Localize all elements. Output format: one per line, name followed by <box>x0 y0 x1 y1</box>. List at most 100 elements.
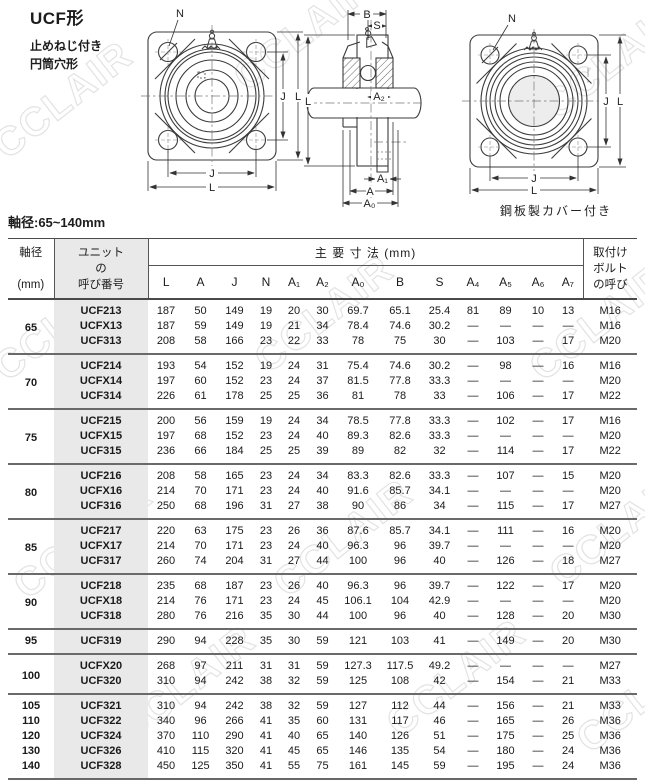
dim-value-cell: 17 <box>553 573 584 594</box>
dim-value-cell: — <box>532 675 544 687</box>
dim-value-cell: 127 <box>337 693 379 714</box>
dim-value-cell: 37 <box>316 375 329 387</box>
dim-value-cell: 159 <box>217 408 252 429</box>
dim-value-cell: 94 <box>184 628 217 654</box>
dim-value-cell: 21 <box>561 675 575 687</box>
dim-value-cell: 26 <box>561 715 575 727</box>
dim-value-cell: — <box>523 693 553 714</box>
dim-value-cell: 77.8 <box>389 375 411 387</box>
dim-value-cell: 26 <box>280 573 308 594</box>
dim-value-cell: — <box>532 595 544 607</box>
dim-value-cell: — <box>467 485 479 497</box>
dim-value-cell: 10 <box>523 298 553 319</box>
dim-col-L: L <box>148 265 184 300</box>
unit-number-cell: UCFX15 <box>54 429 148 444</box>
dim-value-cell: 56 <box>184 408 217 429</box>
dim-value-cell: 290 <box>148 628 184 654</box>
unit-number-cell: UCFX14 <box>54 374 148 389</box>
table-row: 110 UCF322 340 96 266 41 35 60 131 117 46 — 165 — 26 M3… <box>8 714 637 729</box>
unit-number-cell: UCF324 <box>54 729 148 744</box>
dim-value-cell: 59 <box>433 760 446 772</box>
dim-value-cell: 97 <box>184 653 217 674</box>
dim-value-cell: 21 <box>553 693 584 714</box>
dim-label-a2: A₂ <box>373 91 385 103</box>
dim-value-cell: — <box>562 320 574 332</box>
dim-value-cell: 55 <box>287 760 301 772</box>
dim-value-cell: 20 <box>280 298 308 319</box>
shaft-size-cell: 65 <box>8 298 54 354</box>
bolt-size-cell: M30 <box>599 610 621 622</box>
dim-label-l-cover-bottom: L <box>531 185 537 197</box>
dim-value-cell: 23 <box>252 463 280 484</box>
dim-value-cell: 171 <box>225 485 244 497</box>
dim-value-cell: — <box>467 320 479 332</box>
dim-value-cell: — <box>467 715 479 727</box>
dim-value-cell: 16 <box>553 353 584 374</box>
dim-value-cell: 214 <box>156 485 176 497</box>
dim-value-cell: — <box>532 390 544 402</box>
dim-col-A₇: A₇ <box>553 265 584 300</box>
dim-value-cell: 81 <box>458 298 488 319</box>
dim-value-cell: 32 <box>433 445 446 457</box>
dim-value-cell: 44 <box>421 693 458 714</box>
dim-value-cell: 33.3 <box>428 430 451 442</box>
dim-col-S: S <box>421 265 458 300</box>
dim-value-cell: 242 <box>225 675 244 687</box>
dim-value-cell: 216 <box>225 610 244 622</box>
dim-label-n: N <box>176 8 184 20</box>
dim-value-cell: — <box>467 540 479 552</box>
dim-label-j-cover-bottom: J <box>531 173 537 185</box>
dim-value-cell: — <box>467 555 479 567</box>
dim-value-cell: — <box>532 540 544 552</box>
bolt-size-cell: M30 <box>583 628 638 654</box>
dim-value-cell: 340 <box>156 715 176 727</box>
dim-col-N: N <box>252 265 280 300</box>
dim-value-cell: 78 <box>393 390 407 402</box>
shaft-size-cell: 110 <box>22 715 40 727</box>
dim-value-cell: 91.6 <box>347 485 369 497</box>
dim-label-b: B <box>363 9 370 21</box>
dim-value-cell: 96 <box>393 610 407 622</box>
dim-value-cell: 59 <box>316 675 329 687</box>
dim-value-cell: 34 <box>308 408 337 429</box>
dim-value-cell: 19 <box>259 320 273 332</box>
dim-col-A₆: A₆ <box>523 265 553 300</box>
dim-value-cell: 107 <box>488 463 523 484</box>
dim-value-cell: 85.7 <box>389 485 411 497</box>
dim-value-cell: 117 <box>391 715 409 727</box>
dim-value-cell: 25 <box>287 390 301 402</box>
dim-value-cell: 35 <box>287 715 301 727</box>
dim-value-cell: 38 <box>316 500 329 512</box>
unit-number-cell: UCFX18 <box>54 594 148 609</box>
table-row: UCFX15 197 68 152 23 24 40 89.3 82.6 33.3 — — — — M20 <box>8 429 637 444</box>
dim-value-cell: 126 <box>390 730 410 742</box>
table-row: UCFX13 187 59 149 19 21 34 78.4 74.6 30.2 — — — — M16 <box>8 319 637 334</box>
dim-value-cell: 125 <box>348 675 368 687</box>
dim-value-cell: 36 <box>308 518 337 539</box>
dim-value-cell: — <box>500 430 511 442</box>
dim-value-cell: 13 <box>553 298 584 319</box>
dim-value-cell: — <box>488 653 523 674</box>
dim-value-cell: 66 <box>194 445 207 457</box>
dim-value-cell: 76 <box>194 595 207 607</box>
dim-value-cell: 59 <box>308 653 337 674</box>
dim-value-cell: 161 <box>348 760 368 772</box>
dim-label-a: A <box>366 186 374 198</box>
dim-label-n-cover: N <box>508 13 516 25</box>
dim-value-cell: 40 <box>287 730 301 742</box>
dim-value-cell: 54 <box>433 745 446 757</box>
dim-value-cell: 260 <box>156 555 176 567</box>
spec-table-container: 軸径 (mm) ユニットの呼び番号 主 要 寸 法 (mm) 取付け ボルト の呼び… <box>8 238 638 780</box>
bolt-size-cell: M20 <box>583 573 638 594</box>
unit-number-cell: UCF218 <box>54 573 148 594</box>
dim-value-cell: — <box>532 335 544 347</box>
dim-value-cell: 320 <box>225 745 244 757</box>
dim-value-cell: — <box>523 628 553 654</box>
spec-table: 軸径 (mm) ユニットの呼び番号 主 要 寸 法 (mm) 取付け ボルト の呼び… <box>8 238 638 780</box>
dim-value-cell: 30.2 <box>421 353 458 374</box>
unit-number-cell: UCF314 <box>54 389 148 409</box>
dim-label-l: L <box>295 91 301 103</box>
dim-value-cell: 76 <box>194 610 207 622</box>
dim-value-cell: 268 <box>148 653 184 674</box>
unit-number-cell: UCFX20 <box>54 653 148 674</box>
